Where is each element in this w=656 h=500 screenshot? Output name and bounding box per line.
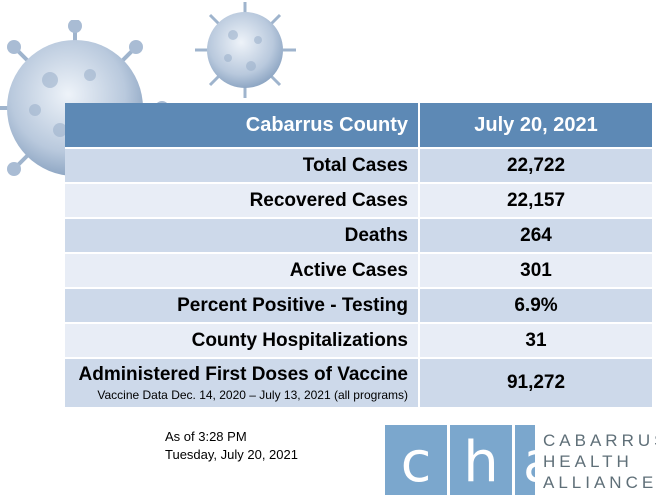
timestamp-time: As of 3:28 PM <box>165 429 247 444</box>
logo-name-line: HEALTH <box>543 452 633 471</box>
header-date: July 20, 2021 <box>420 103 652 149</box>
table-row: County Hospitalizations 31 <box>65 324 652 359</box>
timestamp-date: Tuesday, July 20, 2021 <box>165 447 298 462</box>
logo-name-line: ALLIANCE <box>543 473 656 492</box>
row-label: Percent Positive - Testing <box>65 289 420 324</box>
row-value: 22,722 <box>420 149 652 184</box>
row-label: Administered First Doses of Vaccine Vacc… <box>65 359 420 409</box>
logo-letter-c: c <box>385 425 447 495</box>
row-label: County Hospitalizations <box>65 324 420 359</box>
logo-letter-a: a <box>515 425 557 495</box>
row-sublabel: Vaccine Data Dec. 14, 2020 – July 13, 20… <box>97 388 408 402</box>
row-label: Active Cases <box>65 254 420 289</box>
table-row: Recovered Cases 22,157 <box>65 184 652 219</box>
row-value: 31 <box>420 324 652 359</box>
virus-icon <box>195 2 296 98</box>
row-label-main: Administered First Doses of Vaccine <box>78 364 408 385</box>
table-row: Active Cases 301 <box>65 254 652 289</box>
row-value: 6.9% <box>420 289 652 324</box>
timestamp: As of 3:28 PM Tuesday, July 20, 2021 <box>165 428 298 464</box>
stats-table: Cabarrus County July 20, 2021 Total Case… <box>65 103 652 409</box>
logo-letter-h: h <box>450 425 512 495</box>
table-row: Deaths 264 <box>65 219 652 254</box>
row-label: Deaths <box>65 219 420 254</box>
row-value: 264 <box>420 219 652 254</box>
row-value: 91,272 <box>420 359 652 409</box>
table-row: Percent Positive - Testing 6.9% <box>65 289 652 324</box>
row-value: 301 <box>420 254 652 289</box>
table-row: Total Cases 22,722 <box>65 149 652 184</box>
table-header-row: Cabarrus County July 20, 2021 <box>65 103 652 149</box>
row-value: 22,157 <box>420 184 652 219</box>
logo-name: CABARRUS HEALTH ALLIANCE <box>543 430 656 493</box>
table-row: Administered First Doses of Vaccine Vacc… <box>65 359 652 409</box>
row-label: Recovered Cases <box>65 184 420 219</box>
row-label: Total Cases <box>65 149 420 184</box>
header-county: Cabarrus County <box>65 103 420 149</box>
logo-name-line: CABARRUS <box>543 431 656 450</box>
